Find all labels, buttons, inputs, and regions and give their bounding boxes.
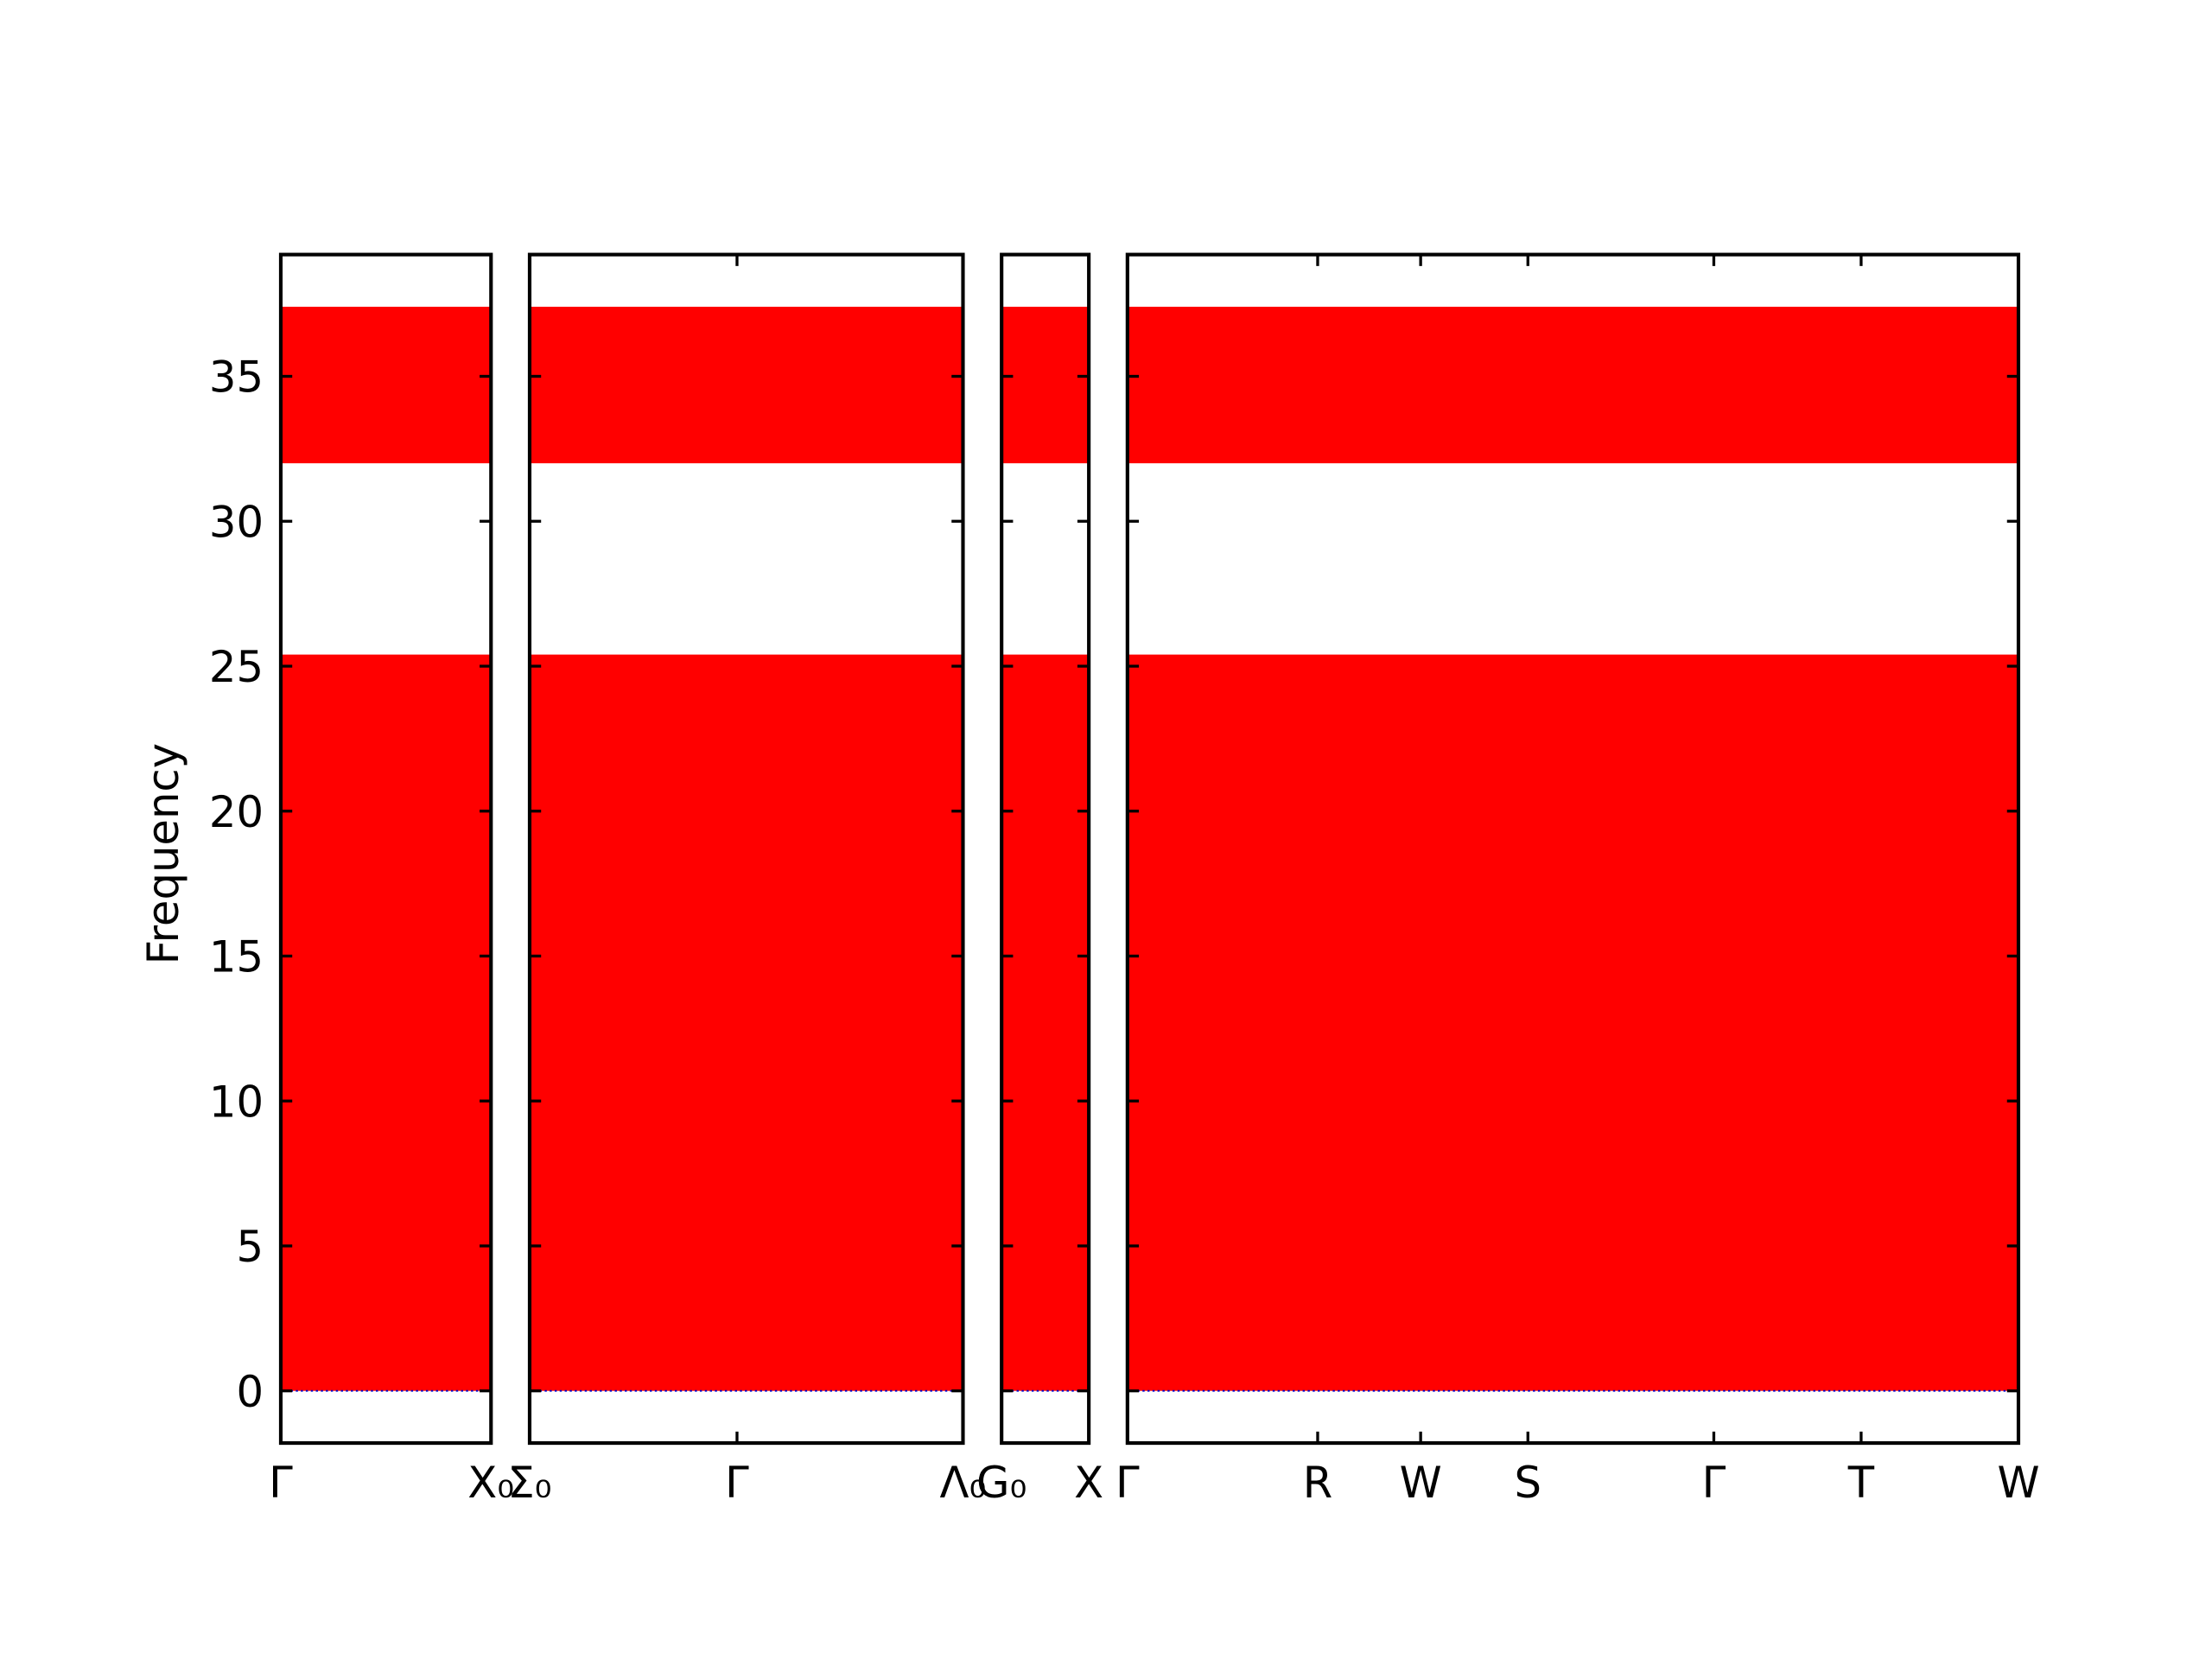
band [1127,654,2018,1391]
x-tick-label: G₀ [976,1458,1027,1508]
x-tick-label: X₀ [467,1458,514,1508]
band [1001,654,1090,1391]
y-tick-label: 5 [237,1222,264,1272]
band [280,654,492,1391]
x-tick-label: Λ₀ [940,1458,987,1508]
y-tick-label: 20 [209,787,264,837]
y-axis-label: Frequency [138,743,188,964]
panel-frame [1125,252,2021,1446]
band [1001,307,1090,464]
y-tick-label: 35 [209,353,264,403]
panel-frame [527,252,965,1446]
band [1127,307,2018,464]
panel-frame [1000,252,1091,1446]
band [529,654,963,1391]
y-tick-label: 15 [209,932,264,982]
x-tick-label: Γ [1116,1458,1140,1508]
x-tick-label: Γ [1702,1458,1726,1508]
band [529,307,963,464]
x-tick-label: Σ₀ [507,1458,551,1508]
y-tick-label: 10 [209,1077,264,1127]
x-tick-label: T [1847,1458,1875,1508]
y-tick-label: 25 [209,642,264,692]
y-tick-label: 0 [237,1367,264,1417]
x-tick-label: Γ [725,1458,749,1508]
band [280,307,492,464]
x-tick-label: X [1074,1458,1103,1508]
y-tick-label: 30 [209,497,264,547]
x-tick-label: R [1303,1458,1333,1508]
panel-frame [278,252,493,1446]
x-tick-label: Γ [269,1458,293,1508]
x-tick-label: W [1997,1458,2039,1508]
x-tick-label: S [1515,1458,1542,1508]
x-tick-label: W [1400,1458,1442,1508]
